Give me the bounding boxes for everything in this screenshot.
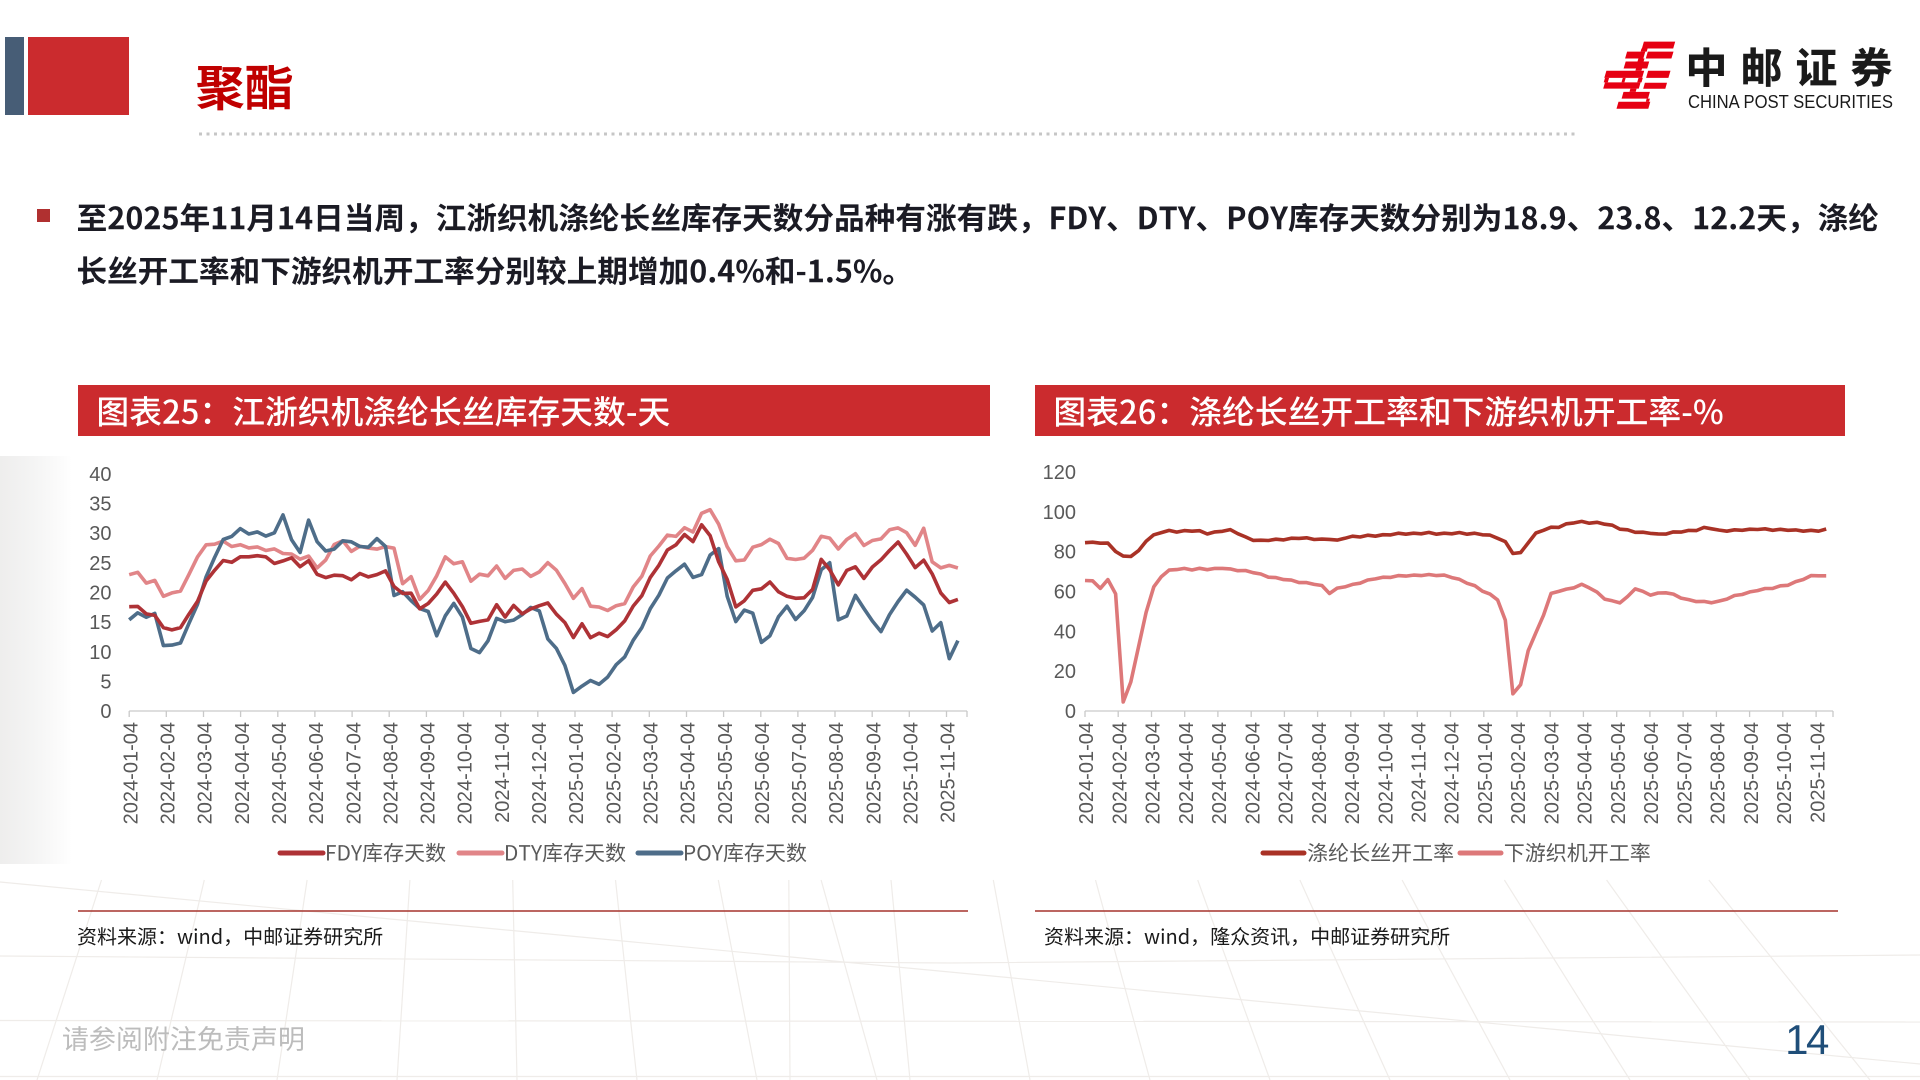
svg-text:2024-06-04: 2024-06-04 <box>306 722 328 824</box>
svg-text:2024-02-04: 2024-02-04 <box>1109 722 1131 824</box>
svg-text:2024-04-04: 2024-04-04 <box>232 722 254 824</box>
svg-text:2025-06-04: 2025-06-04 <box>1641 722 1663 824</box>
svg-text:0: 0 <box>100 701 111 723</box>
svg-text:2024-02-04: 2024-02-04 <box>158 722 180 824</box>
svg-text:25: 25 <box>89 553 111 575</box>
svg-text:2025-06-04: 2025-06-04 <box>752 722 774 824</box>
svg-text:40: 40 <box>1054 621 1076 643</box>
svg-text:2025-07-04: 2025-07-04 <box>789 722 811 824</box>
svg-text:2025-07-04: 2025-07-04 <box>1674 722 1696 824</box>
svg-text:2025-09-04: 2025-09-04 <box>1741 722 1763 824</box>
svg-text:2024-05-04: 2024-05-04 <box>269 722 291 824</box>
svg-text:2024-07-04: 2024-07-04 <box>1276 722 1298 824</box>
svg-text:2024-08-04: 2024-08-04 <box>1309 722 1331 824</box>
svg-text:2024-09-04: 2024-09-04 <box>418 722 440 824</box>
svg-text:100: 100 <box>1043 502 1076 524</box>
svg-text:2025-05-04: 2025-05-04 <box>1608 722 1630 824</box>
svg-text:2025-03-04: 2025-03-04 <box>1541 722 1563 824</box>
svg-text:2025-11-04: 2025-11-04 <box>1807 722 1829 823</box>
svg-text:20: 20 <box>89 583 111 605</box>
svg-text:2024-12-04: 2024-12-04 <box>1442 722 1464 824</box>
svg-text:2024-10-04: 2024-10-04 <box>1375 722 1397 824</box>
svg-text:60: 60 <box>1054 582 1076 604</box>
svg-text:30: 30 <box>89 523 111 545</box>
svg-text:5: 5 <box>100 671 111 693</box>
svg-text:2025-01-04: 2025-01-04 <box>566 722 588 824</box>
svg-text:2024-08-04: 2024-08-04 <box>380 722 402 824</box>
svg-text:2024-11-04: 2024-11-04 <box>1409 722 1431 823</box>
svg-text:80: 80 <box>1054 542 1076 564</box>
svg-text:2025-08-04: 2025-08-04 <box>826 722 848 824</box>
svg-text:20: 20 <box>1054 661 1076 683</box>
svg-text:2025-02-04: 2025-02-04 <box>1508 722 1530 824</box>
svg-text:2024-10-04: 2024-10-04 <box>455 722 477 824</box>
svg-text:2025-10-04: 2025-10-04 <box>1774 722 1796 824</box>
svg-text:40: 40 <box>89 464 111 486</box>
svg-text:35: 35 <box>89 494 111 516</box>
svg-text:2024-12-04: 2024-12-04 <box>529 722 551 824</box>
svg-text:2025-04-04: 2025-04-04 <box>1575 722 1597 824</box>
svg-text:CHINA POST SECURITIES: CHINA POST SECURITIES <box>1688 91 1893 112</box>
svg-text:2025-08-04: 2025-08-04 <box>1708 722 1730 824</box>
svg-text:2024-04-04: 2024-04-04 <box>1176 722 1198 824</box>
svg-text:2025-09-04: 2025-09-04 <box>863 722 885 824</box>
svg-text:15: 15 <box>89 612 111 634</box>
svg-text:2025-11-04: 2025-11-04 <box>938 722 960 823</box>
svg-text:0: 0 <box>1065 701 1076 723</box>
svg-text:2025-04-04: 2025-04-04 <box>678 722 700 824</box>
svg-text:2024-11-04: 2024-11-04 <box>492 722 514 823</box>
svg-text:2025-02-04: 2025-02-04 <box>603 722 625 824</box>
svg-text:2024-01-04: 2024-01-04 <box>1076 722 1098 824</box>
svg-text:2024-09-04: 2024-09-04 <box>1342 722 1364 824</box>
svg-text:120: 120 <box>1043 462 1076 484</box>
svg-text:2024-01-04: 2024-01-04 <box>120 722 142 824</box>
svg-text:2024-05-04: 2024-05-04 <box>1209 722 1231 824</box>
svg-text:2025-01-04: 2025-01-04 <box>1475 722 1497 824</box>
svg-text:2025-03-04: 2025-03-04 <box>641 722 663 824</box>
svg-text:2025-05-04: 2025-05-04 <box>715 722 737 824</box>
svg-text:2024-03-04: 2024-03-04 <box>1143 722 1165 824</box>
svg-text:2024-06-04: 2024-06-04 <box>1242 722 1264 824</box>
svg-text:2024-07-04: 2024-07-04 <box>343 722 365 824</box>
svg-text:2024-03-04: 2024-03-04 <box>195 722 217 824</box>
svg-text:14: 14 <box>1785 1016 1829 1063</box>
svg-text:2025-10-04: 2025-10-04 <box>901 722 923 824</box>
svg-text:10: 10 <box>89 642 111 664</box>
